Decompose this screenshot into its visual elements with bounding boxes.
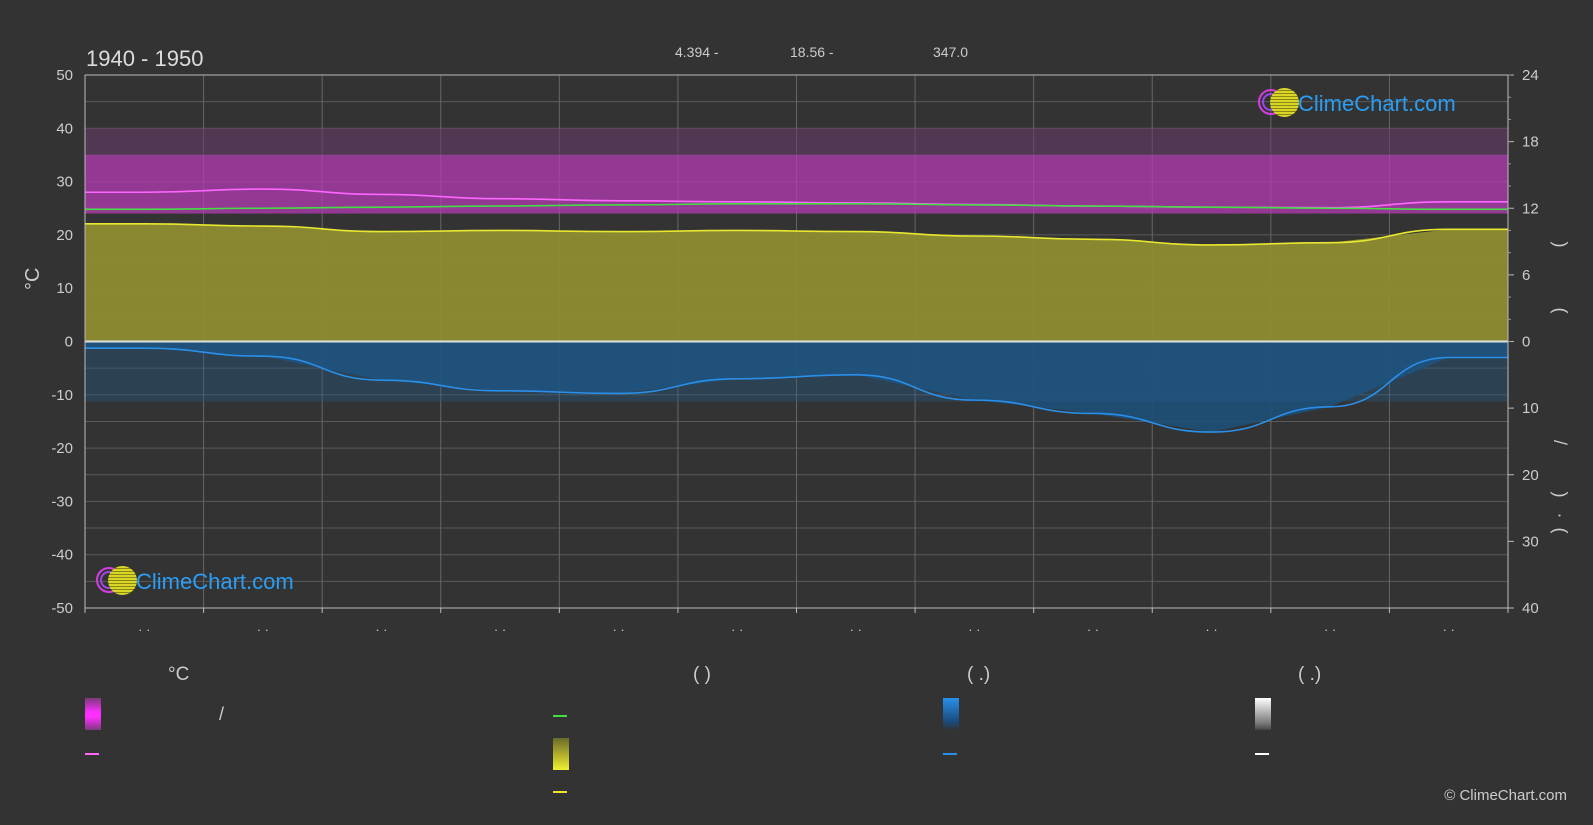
rain-fill [85, 341, 1508, 433]
y-right-hours-tick-label: 24 [1522, 67, 1539, 84]
y-right-mm-tick-label: 10 [1522, 400, 1539, 417]
y-left-tick-label: 40 [56, 120, 73, 137]
y-left-tick-label: 20 [56, 227, 73, 244]
legend-header-temp: °C [168, 664, 190, 685]
stat-3: 347.0 [933, 44, 969, 60]
y-right-hours-tick-label: 12 [1522, 200, 1539, 217]
right-axis-glyph: ) [1550, 241, 1571, 248]
copyright: © ClimeChart.com [1444, 787, 1567, 804]
right-axis-glyph: ) [1550, 491, 1571, 498]
y-left-tick-label: 0 [65, 334, 73, 351]
x-tick-label: · · [375, 622, 387, 637]
right-axis-glyph: · [1550, 512, 1571, 519]
sunshine-line [84, 222, 1508, 246]
axes: 50 40 30 20 10 0 -10 -20 -30 -40 -50 24 18 12 6 0 10 20 30… [51, 67, 1538, 637]
rain-variability [85, 341, 1508, 402]
stat-1: 4.394 - [675, 44, 719, 60]
y-left-tick-label: 10 [56, 280, 73, 297]
climechart-logo-icon [96, 566, 137, 598]
legend-header-sun: ( ) [693, 664, 711, 685]
x-tick-label: · · [257, 622, 269, 637]
rain-swatch [943, 698, 959, 730]
x-tick-label: · · [968, 622, 980, 637]
daylight-line [85, 203, 1508, 211]
snow-legend-line [1255, 753, 1269, 755]
daylight-legend-line [553, 715, 567, 717]
legend-header-rain: ( .) [967, 664, 991, 685]
logo-text: ClimeChart.com [1298, 91, 1456, 116]
avg-max-temp-legend-line [85, 753, 99, 755]
temp-extreme-band [85, 128, 1508, 155]
y-left-tick-label: 30 [56, 174, 73, 191]
rain-line [85, 347, 1508, 433]
sunshine-legend-line [553, 791, 567, 793]
period-title: 1940 - 1950 [86, 46, 204, 71]
y-left-tick-label: -50 [51, 600, 73, 617]
x-tick-label: · · [1324, 622, 1336, 637]
y-left-tick-label: 50 [56, 67, 73, 84]
stat-2: 18.56 - [790, 44, 834, 60]
y-right-hours-tick-label: 0 [1522, 334, 1530, 351]
climechart-logo-icon [1258, 88, 1299, 120]
y-right-hours-tick-label: 6 [1522, 267, 1530, 284]
y-left-tick-label: -20 [51, 440, 73, 457]
y-left-tick-label: -30 [51, 493, 73, 510]
series-lines [84, 188, 1508, 433]
x-tick-label: · · [138, 622, 150, 637]
right-axis-glyph: / [1550, 439, 1571, 446]
right-axis-glyph: ( [1550, 527, 1571, 534]
x-tick-label: · · [850, 622, 862, 637]
temp-range-swatch [85, 698, 101, 730]
right-axis-glyph: ( [1550, 307, 1571, 314]
legend-header-snow: ( .) [1298, 664, 1322, 685]
logo-top[interactable]: ClimeChart.com [1258, 88, 1456, 120]
x-tick-label: · · [731, 622, 743, 637]
y-right-mm-tick-label: 30 [1522, 533, 1539, 550]
logo-bottom[interactable]: ClimeChart.com [96, 566, 294, 598]
y-right-hours-tick-label: 18 [1522, 134, 1539, 151]
y-left-tick-label: -40 [51, 547, 73, 564]
y-right-mm-tick-label: 20 [1522, 467, 1539, 484]
x-tick-label: · · [1087, 622, 1099, 637]
sunshine-swatch [553, 738, 569, 770]
y-right-mm-tick-label: 40 [1522, 600, 1539, 617]
x-tick-label: · · [494, 622, 506, 637]
legend-slash: / [219, 704, 225, 724]
x-tick-label: · · [612, 622, 624, 637]
y-axis-left-title: °C [22, 267, 44, 290]
fill-bands [85, 128, 1508, 433]
sunshine-fill [85, 223, 1508, 342]
rain-legend-line [943, 753, 957, 755]
logo-text: ClimeChart.com [136, 569, 294, 594]
x-tick-label: · · [1205, 622, 1217, 637]
x-tick-label: · · [1443, 622, 1455, 637]
y-left-tick-label: -10 [51, 387, 73, 404]
temp-range-band [85, 154, 1508, 214]
snow-swatch [1255, 698, 1271, 730]
